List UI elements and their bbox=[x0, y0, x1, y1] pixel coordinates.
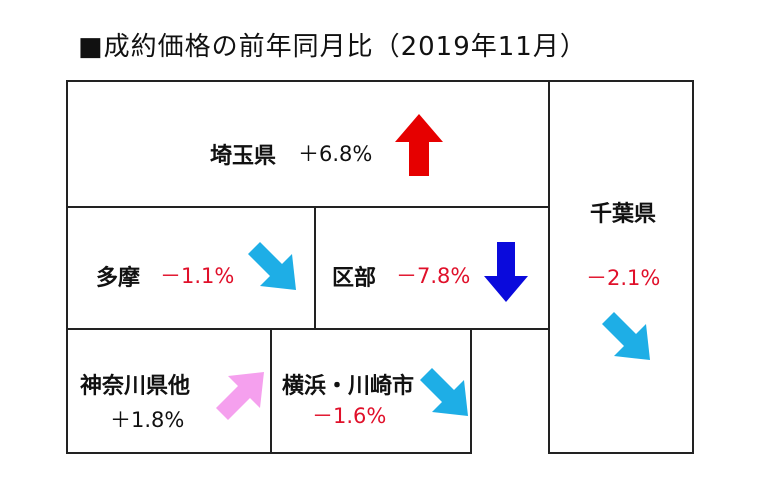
region-name-kubu: 区部 bbox=[332, 266, 377, 291]
region-box-chiba bbox=[548, 80, 694, 454]
arrow-down-right-icon bbox=[420, 368, 468, 416]
region-value-yokohama: －1.6% bbox=[312, 404, 387, 428]
region-value-kanagawa: ＋1.8% bbox=[110, 408, 185, 432]
arrow-down-right-icon bbox=[602, 312, 650, 360]
region-name-chiba: 千葉県 bbox=[590, 202, 657, 227]
region-name-yokohama: 横浜・川崎市 bbox=[282, 374, 415, 399]
region-value-kubu: －7.8% bbox=[396, 264, 471, 288]
arrow-down-icon bbox=[484, 242, 528, 302]
region-box-saitama bbox=[66, 80, 550, 208]
arrow-up-right-icon bbox=[216, 372, 264, 420]
region-name-kanagawa: 神奈川県他 bbox=[80, 374, 191, 399]
page-title: ■成約価格の前年同月比（2019年11月） bbox=[78, 32, 587, 62]
region-name-tama: 多摩 bbox=[96, 266, 141, 291]
region-name-saitama: 埼玉県 bbox=[210, 144, 277, 169]
region-value-tama: －1.1% bbox=[160, 264, 235, 288]
region-value-chiba: －2.1% bbox=[586, 266, 661, 290]
arrow-down-right-icon bbox=[248, 242, 296, 290]
region-value-saitama: ＋6.8% bbox=[298, 142, 373, 166]
arrow-up-icon bbox=[395, 114, 443, 176]
